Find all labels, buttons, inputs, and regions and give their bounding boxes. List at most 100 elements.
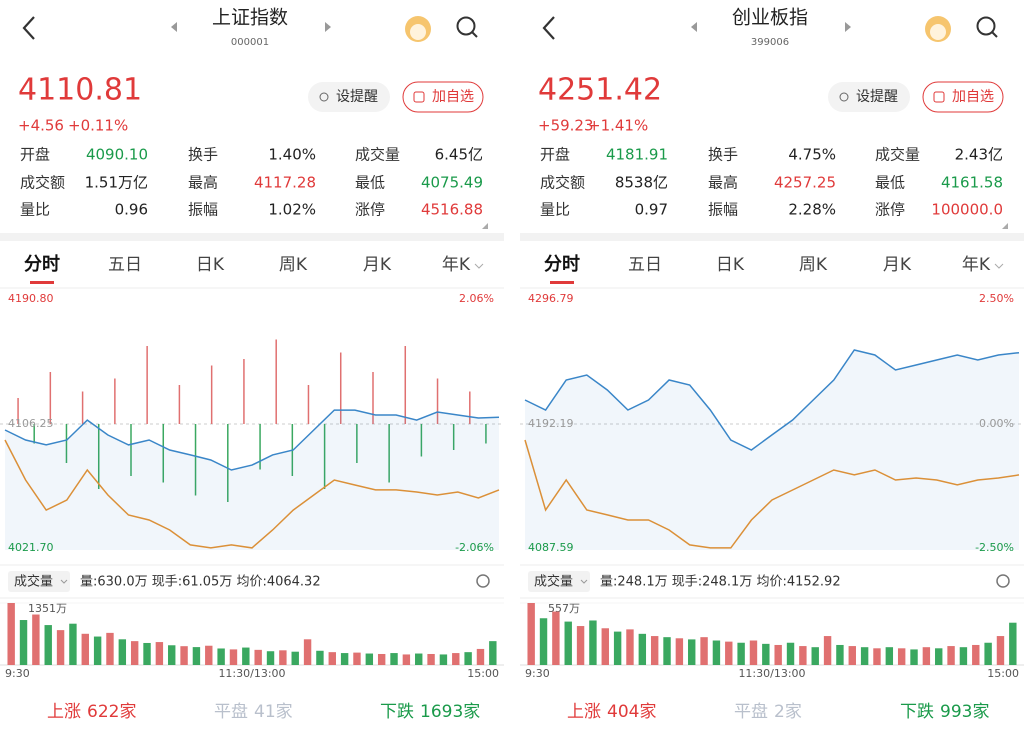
volume-selector[interactable] — [528, 571, 590, 592]
volume-bar — [959, 647, 968, 665]
alert-button[interactable] — [828, 82, 910, 112]
volume-bar — [762, 643, 770, 665]
price: 4251.42 — [538, 73, 662, 108]
time-label: 15:00 — [467, 667, 499, 680]
stat-value: 4117.28 — [254, 174, 316, 192]
volume-bar — [93, 636, 102, 665]
settings-icon[interactable] — [996, 574, 1010, 588]
volume-bar — [44, 625, 52, 665]
settings-icon[interactable] — [476, 574, 490, 588]
avg-line — [524, 439, 1020, 549]
tab[interactable]: 月K — [363, 255, 392, 275]
volume-bar — [885, 647, 894, 665]
volume-bar — [688, 639, 696, 665]
stat-label: 开盘 — [540, 146, 570, 164]
tab[interactable]: 年K — [962, 255, 991, 275]
change-pct: +1.41% — [588, 117, 648, 135]
volume-bar — [402, 654, 411, 665]
volume-bar — [675, 638, 684, 665]
pct-mid-label: 0.00% — [979, 417, 1014, 430]
tab[interactable]: 月K — [883, 255, 912, 275]
price: 4110.81 — [18, 73, 142, 108]
volume-bar — [439, 654, 448, 665]
breadth-value: 2家 — [774, 702, 802, 722]
breadth-label: 平盘 — [214, 702, 248, 722]
avg-line — [4, 439, 500, 549]
volume-bar — [576, 626, 585, 665]
back-button[interactable] — [22, 16, 35, 40]
stat-label: 涨停 — [875, 201, 905, 219]
stat-value: 1.02% — [268, 201, 316, 219]
search-handle — [471, 31, 478, 38]
volume-bar — [69, 623, 77, 665]
stat-value: 2.43亿 — [955, 146, 1003, 164]
tab[interactable]: 日K — [716, 255, 745, 275]
expand-corner — [1002, 223, 1008, 229]
volume-bar — [291, 651, 299, 665]
volume-bar — [180, 646, 188, 665]
tab[interactable]: 周K — [799, 255, 828, 275]
watchlist-button[interactable] — [402, 81, 484, 113]
search-icon[interactable] — [976, 16, 996, 36]
next-arrow[interactable] — [845, 22, 851, 32]
mascot-face — [410, 24, 426, 40]
watchlist-button[interactable] — [922, 81, 1004, 113]
stat-value: 4161.58 — [941, 174, 1003, 192]
change: +59.23 — [538, 117, 594, 135]
breadth-label: 下跌 — [900, 702, 934, 722]
volume-max-label: 1351万 — [28, 602, 67, 615]
breadth-value: 622家 — [87, 702, 136, 722]
search-handle — [991, 31, 998, 38]
bell-icon — [319, 92, 329, 102]
volume-bar — [922, 647, 931, 665]
back-button[interactable] — [542, 16, 555, 40]
tab-chevron — [994, 263, 1004, 269]
change-pct: +0.11% — [68, 117, 128, 135]
volume-selector[interactable] — [8, 571, 70, 592]
stat-value: 8538亿 — [615, 174, 668, 192]
tab[interactable]: 年K — [442, 255, 471, 275]
tab[interactable]: 分时 — [24, 254, 60, 275]
stat-value: 6.45亿 — [435, 146, 483, 164]
stat-label: 最低 — [355, 174, 385, 192]
time-label: 11:30/13:00 — [738, 667, 805, 680]
separator — [520, 233, 1024, 241]
search-icon[interactable] — [456, 16, 476, 36]
volume-bar — [427, 653, 435, 665]
pct-top-label: 2.50% — [979, 292, 1014, 305]
pct-bottom-label: -2.50% — [975, 541, 1014, 554]
breadth-label: 上涨 — [567, 702, 601, 722]
tab[interactable]: 周K — [279, 255, 308, 275]
prev-arrow[interactable] — [171, 22, 177, 32]
volume-bar — [476, 648, 485, 665]
volume-bar — [254, 649, 262, 665]
volume-bar — [650, 636, 659, 665]
breadth-value: 993家 — [940, 702, 989, 722]
volume-bar — [168, 645, 176, 665]
watchlist-label: 加自选 — [432, 89, 474, 105]
volume-bar — [205, 645, 213, 665]
tab[interactable]: 五日 — [628, 255, 662, 275]
stat-label: 成交额 — [540, 174, 585, 192]
prev-arrow[interactable] — [691, 22, 697, 32]
breadth-label: 下跌 — [380, 702, 414, 722]
stat-label: 成交量 — [355, 146, 400, 164]
price-line — [524, 349, 1020, 451]
alert-button[interactable] — [308, 82, 390, 112]
stat-value: 4090.10 — [86, 146, 148, 164]
separator — [0, 233, 504, 241]
stat-label: 换手 — [708, 146, 738, 164]
change: +4.56 — [18, 117, 64, 135]
stat-label: 最高 — [708, 174, 738, 192]
next-arrow[interactable] — [325, 22, 331, 32]
stat-value: 1.51万亿 — [85, 174, 148, 192]
volume-bar — [390, 653, 398, 665]
stat-value: 2.28% — [788, 201, 836, 219]
tab[interactable]: 分时 — [544, 254, 580, 275]
volume-bar — [56, 630, 65, 665]
tab[interactable]: 五日 — [108, 255, 142, 275]
tab[interactable]: 日K — [196, 255, 225, 275]
y-bottom-label: 4021.70 — [8, 541, 54, 554]
stat-value: 4181.91 — [606, 146, 668, 164]
